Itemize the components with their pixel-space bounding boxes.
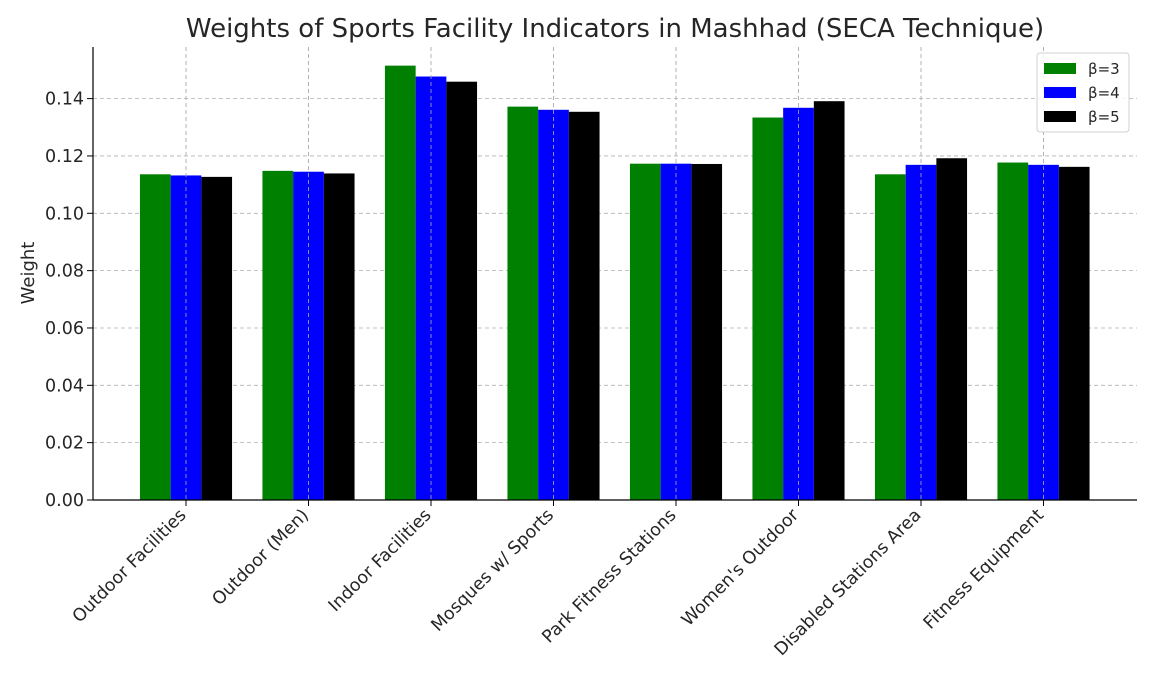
y-tick-label: 0.06 xyxy=(45,319,84,339)
y-tick-label: 0.14 xyxy=(45,90,84,110)
bar xyxy=(1058,166,1090,500)
bar xyxy=(507,106,539,501)
y-tick-label: 0.08 xyxy=(45,262,84,282)
bar xyxy=(936,158,968,500)
x-tick-label: Disabled Stations Area xyxy=(771,505,926,660)
legend-label: β=4 xyxy=(1088,84,1120,102)
chart-title: Weights of Sports Facility Indicators in… xyxy=(186,14,1044,44)
bar xyxy=(752,117,784,500)
bar xyxy=(568,111,600,500)
legend: β=3 β=4 β=5 xyxy=(1036,52,1130,133)
grid-lines xyxy=(93,47,1137,501)
bar xyxy=(660,163,692,501)
legend-label: β=5 xyxy=(1088,108,1120,126)
x-tick-label: Mosques w/ Sports xyxy=(428,505,558,635)
bars xyxy=(139,47,1090,501)
bar xyxy=(691,163,723,500)
bar xyxy=(262,170,294,501)
x-tick-label: Outdoor (Men) xyxy=(209,505,313,609)
x-tick-label: Park Fitness Stations xyxy=(538,505,680,647)
x-tick-label: Women's Outdoor xyxy=(678,505,804,631)
x-tick-label: Indoor Facilities xyxy=(325,505,436,616)
x-tick-label: Outdoor Facilities xyxy=(69,505,191,627)
legend-label: β=3 xyxy=(1088,60,1120,78)
legend-swatch xyxy=(1044,87,1076,98)
x-ticks: Outdoor Facilities Outdoor (Men) Indoor Fa… xyxy=(69,500,1048,660)
y-tick-label: 0.02 xyxy=(45,434,84,454)
axes xyxy=(92,47,1137,501)
bar xyxy=(384,65,416,500)
bar xyxy=(629,163,661,501)
y-tick-label: 0.00 xyxy=(45,491,84,511)
bar xyxy=(1028,164,1059,500)
bar xyxy=(446,81,478,500)
legend-swatch xyxy=(1044,63,1076,74)
bar xyxy=(323,173,355,501)
legend-swatch xyxy=(1044,111,1076,122)
bar xyxy=(874,174,906,500)
x-tick-label: Fitness Equipment xyxy=(920,505,1048,633)
y-axis-label: Weight xyxy=(18,242,39,305)
bar xyxy=(997,162,1029,500)
bar xyxy=(139,174,171,500)
bar xyxy=(201,176,233,500)
y-tick-label: 0.12 xyxy=(45,147,84,167)
y-tick-label: 0.10 xyxy=(45,204,84,224)
y-ticks: 0.00 0.02 0.04 0.06 0.08 0.10 0.12 0.14 xyxy=(45,90,93,511)
bar xyxy=(905,164,937,500)
bar xyxy=(813,101,845,500)
y-tick-label: 0.04 xyxy=(45,376,84,396)
